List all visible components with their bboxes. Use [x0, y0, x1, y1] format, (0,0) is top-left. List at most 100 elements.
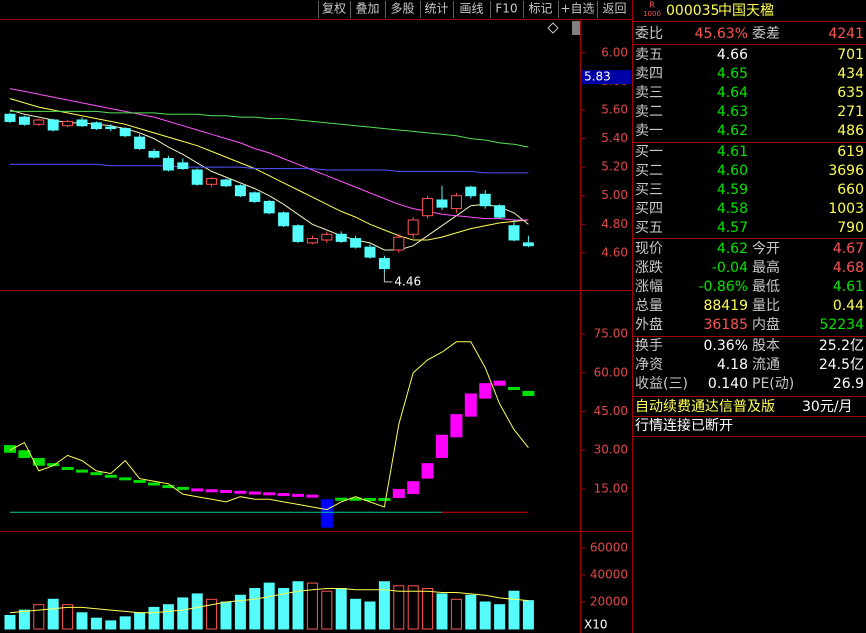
candle-body [4, 113, 16, 122]
fund-value: 25.2亿 [819, 338, 864, 354]
toolbar-button[interactable]: F10 [495, 2, 517, 16]
candle-body [18, 116, 30, 125]
candle-body [206, 178, 218, 185]
bid-price: 4.57 [717, 220, 748, 236]
volume-bar [4, 615, 16, 630]
candle-body [321, 233, 333, 241]
y-tick-label: 5.20 [601, 160, 628, 174]
y-tick-label: 60000 [590, 540, 628, 554]
stat-value: 4.68 [833, 260, 864, 276]
connection-status: 行情连接已断开 [635, 417, 733, 434]
stat-label: 外盘 [635, 316, 663, 333]
toolbar-button[interactable]: 标记 [528, 2, 552, 16]
indicator-box [320, 499, 333, 528]
indicator-box [292, 493, 304, 497]
ad-text[interactable]: 自动续费通达信普及版 [635, 398, 775, 415]
ad-price[interactable]: 30元/月 [802, 399, 853, 415]
stat-value: 4.67 [833, 241, 864, 257]
fund-value: 24.5亿 [819, 357, 864, 373]
market-icon: R [649, 1, 655, 10]
toolbar-button[interactable]: 画线 [459, 2, 483, 16]
ratio-label: 委差 [752, 26, 780, 42]
indicator-box [464, 393, 477, 417]
indicator-box [479, 383, 492, 399]
y-tick-label: 5.60 [601, 103, 628, 117]
scroll-handle[interactable] [572, 21, 580, 35]
fund-label: 净资 [635, 357, 663, 373]
ask-price: 4.66 [717, 47, 748, 63]
bid-label: 买二 [635, 163, 663, 179]
fund-label: 股本 [752, 338, 780, 354]
volume-bar [494, 604, 506, 630]
stat-label: 量比 [752, 298, 780, 314]
indicator-box [263, 492, 276, 496]
candle-body [191, 169, 203, 185]
toolbar-button[interactable]: 统计 [424, 2, 448, 16]
volume-bar [364, 601, 376, 630]
stat-label: 总量 [635, 298, 663, 314]
stock-code: 000035 [666, 3, 719, 19]
toolbar-button[interactable]: +自选 [560, 2, 594, 16]
indicator-box [522, 390, 535, 397]
candle-body [162, 158, 174, 171]
indicator-box [104, 474, 117, 478]
stat-value: 4.61 [833, 279, 864, 295]
bid-price: 4.59 [717, 182, 748, 198]
indicator-box [162, 485, 175, 489]
toolbar-button[interactable]: 多股 [390, 2, 414, 16]
bid-volume: 660 [837, 182, 864, 198]
candle-body [306, 238, 318, 244]
stat-value: 88419 [703, 298, 748, 314]
volume-bar [422, 587, 434, 630]
y-tick-label: 60.00 [594, 365, 628, 379]
candle-body [479, 193, 491, 207]
ask-label: 卖二 [635, 104, 663, 120]
ratio-label: 委比 [635, 26, 663, 42]
bid-price: 4.58 [717, 201, 748, 217]
toolbar-button[interactable]: 返回 [602, 2, 626, 16]
indicator-box [205, 489, 218, 493]
candle-body [508, 225, 520, 241]
stat-label: 涨跌 [635, 260, 663, 276]
candle-body [522, 242, 534, 247]
ratio-value: 4241 [828, 26, 864, 42]
indicator-box [392, 488, 405, 498]
bid-volume: 619 [837, 144, 864, 160]
stat-label: 最低 [752, 279, 780, 295]
indicator-box [191, 488, 204, 492]
indicator-box [493, 380, 506, 386]
fund-label: 换手 [635, 337, 663, 354]
unit-label: X10 [584, 618, 608, 632]
volume-bar [33, 604, 45, 630]
volume-bar [393, 585, 405, 630]
candle-body [90, 122, 102, 130]
line-series [9, 88, 529, 221]
candle-body [378, 258, 390, 270]
diamond-icon[interactable] [547, 22, 559, 34]
fund-value: 0.36% [704, 338, 748, 354]
indicator-box [234, 490, 247, 494]
candle-body [292, 225, 304, 242]
toolbar-button[interactable]: 复权 [322, 2, 346, 16]
fund-value: 4.18 [717, 357, 748, 373]
fund-label: PE(动) [752, 376, 794, 392]
stat-value: 52234 [819, 317, 864, 333]
volume-bar [450, 598, 462, 630]
candle-body [364, 246, 376, 258]
y-tick-label: 20000 [590, 594, 628, 608]
indicator-box [76, 469, 88, 473]
candle-body [177, 162, 189, 170]
volume-bar [119, 616, 131, 630]
ask-volume: 434 [837, 66, 864, 82]
candle-body [263, 200, 275, 214]
ask-price: 4.64 [717, 85, 748, 101]
toolbar-button[interactable]: 叠加 [355, 2, 379, 16]
candle-body [249, 192, 261, 202]
indicator-box [349, 497, 362, 501]
indicator-box [335, 497, 348, 501]
indicator-box [378, 497, 391, 501]
candle-body [350, 238, 362, 248]
ask-volume: 701 [837, 47, 864, 63]
